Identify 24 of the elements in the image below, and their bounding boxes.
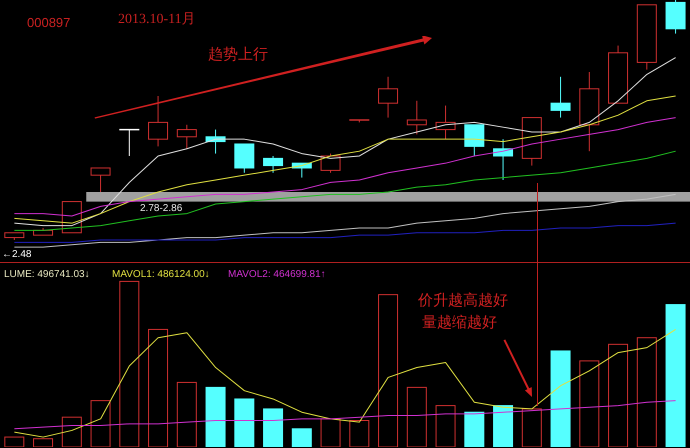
text: MAVOL1: 486124.00↓	[112, 269, 210, 280]
text: 2013.10-11月	[118, 11, 196, 28]
text: ←2.48	[2, 249, 32, 260]
bar	[292, 428, 312, 447]
text: MAVOL2: 464699.81↑	[228, 269, 326, 280]
bar	[550, 350, 571, 447]
bar	[666, 304, 686, 447]
bar	[234, 398, 254, 447]
text: LUME: 496741.03↓	[4, 269, 90, 280]
candlestick	[378, 76, 398, 118]
candlestick	[406, 100, 427, 135]
bar	[464, 412, 484, 447]
bar	[263, 408, 284, 447]
candlestick	[550, 76, 571, 118]
bar	[206, 386, 226, 447]
annotation: 价升越高越好	[418, 291, 508, 310]
candlestick	[579, 71, 600, 152]
text: 000897	[27, 15, 70, 30]
annotation: 量越缩越好	[422, 313, 497, 332]
annotation: 趋势上行	[208, 45, 268, 64]
band-label: 2.78-2.86	[140, 202, 182, 214]
candlestick	[148, 95, 168, 147]
candlestick	[118, 128, 140, 156]
bar	[493, 405, 514, 447]
